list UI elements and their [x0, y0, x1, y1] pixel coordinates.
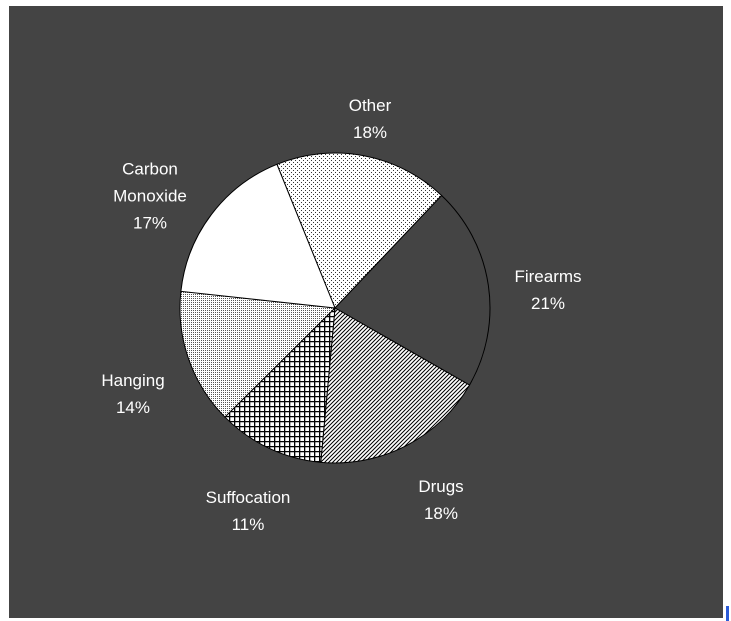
edge-marker — [726, 606, 729, 621]
slice-label-other: Other 18% — [348, 96, 392, 142]
slice-label-carbon-monoxide: Carbon Monoxide 17% — [113, 159, 187, 233]
pie-slices — [179, 152, 491, 464]
pie-chart — [179, 152, 491, 464]
slice-label-suffocation: Suffocation 11% — [205, 488, 291, 534]
slice-label-drugs: Drugs 18% — [418, 477, 464, 523]
pie-slice-hanging — [179, 290, 337, 418]
pie-slice-drugs — [320, 307, 471, 464]
slice-label-firearms: Firearms 21% — [514, 267, 582, 313]
pie-slice-other — [276, 152, 443, 309]
pie-slice-suffocation — [224, 306, 336, 463]
chart-area: Other 18% Firearms 21% Drugs 18% Suffocatio… — [9, 6, 723, 618]
pie-slice-firearms — [334, 194, 491, 386]
slice-label-hanging: Hanging 14% — [101, 371, 165, 417]
pie-slice-carbon-monoxide — [180, 163, 336, 309]
